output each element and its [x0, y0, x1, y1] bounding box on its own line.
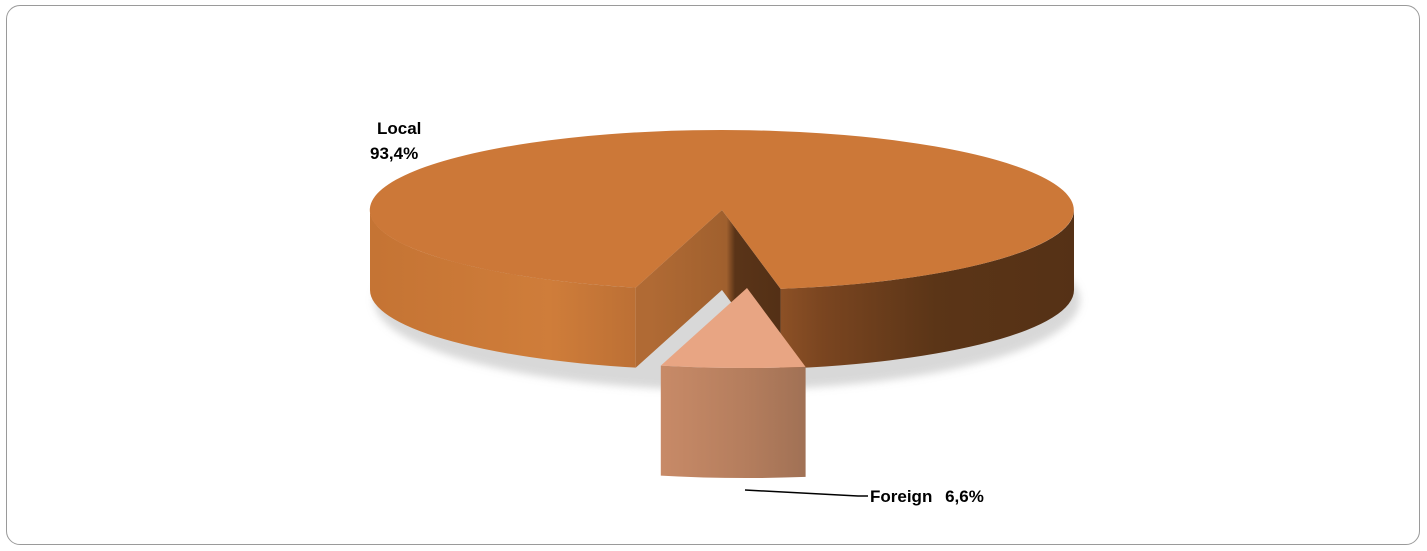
- foreign-label: Foreign 6,6%: [870, 487, 984, 506]
- pie-slice-local: [369, 130, 1074, 369]
- foreign-value-label: 6,6%: [945, 487, 984, 506]
- pie-slice-local-top: [369, 130, 1074, 289]
- pie-slice-foreign-side: [660, 365, 806, 479]
- foreign-label-name: Foreign: [870, 487, 932, 506]
- local-label: Local: [377, 119, 421, 138]
- pie-slice-local-cut-face: [635, 210, 781, 369]
- pie-slice-local-side: [369, 210, 1074, 369]
- foreign-leader-line: [744, 489, 868, 497]
- local-value-label: 93,4%: [370, 144, 418, 163]
- pie-slice-foreign: [660, 288, 806, 479]
- pie-slice-foreign-top: [660, 288, 806, 369]
